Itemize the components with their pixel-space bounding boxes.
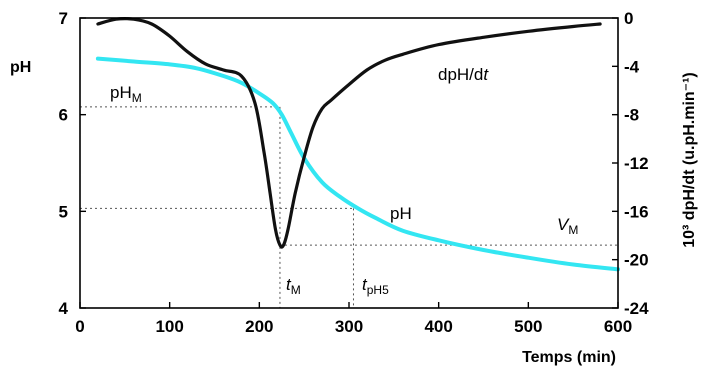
y-axis-label-left: pH bbox=[10, 59, 31, 76]
axis-ticks: 0 100 200 300 400 500 600 4 5 6 7 0 -4 -8 -12 -16 -20 -24 bbox=[59, 9, 650, 336]
y-left-tick-label: 5 bbox=[59, 202, 68, 221]
y-left-tick-label: 7 bbox=[59, 9, 68, 28]
annotation-dph-dt-main: dpH/d bbox=[438, 65, 483, 84]
series-dph-dt-line bbox=[96, 17, 602, 249]
y-axis-label-right: 10³ dpH/dt (u.pH.min⁻¹) bbox=[681, 72, 698, 248]
annotation-ph-m: pHM bbox=[110, 83, 142, 105]
annotation-t-m: tM bbox=[286, 275, 301, 297]
annotation-t-m-main: t bbox=[286, 275, 292, 294]
x-tick-label: 200 bbox=[245, 317, 273, 336]
annotation-t-ph5: tpH5 bbox=[362, 275, 389, 297]
x-tick-label: 300 bbox=[335, 317, 363, 336]
annotation-ph-m-main: pH bbox=[110, 83, 132, 102]
guide-lines bbox=[80, 106, 618, 308]
annotation-ph-m-sub: M bbox=[132, 91, 142, 105]
annotation-t-ph5-sub: pH5 bbox=[367, 283, 389, 297]
annotation-t-ph5-main: t bbox=[362, 275, 368, 294]
y-right-tick-label: -12 bbox=[624, 154, 649, 173]
y-right-tick-label: -4 bbox=[624, 57, 640, 76]
y-left-tick-label: 4 bbox=[59, 299, 69, 318]
annotation-ph-curve: pH bbox=[390, 204, 412, 223]
x-tick-label: 400 bbox=[424, 317, 452, 336]
annotation-v-m-main: V bbox=[557, 215, 570, 234]
axes-frame bbox=[79, 17, 619, 309]
x-tick-label: 0 bbox=[75, 317, 84, 336]
x-tick-label: 100 bbox=[155, 317, 183, 336]
y-right-tick-label: -20 bbox=[624, 251, 649, 270]
annotation-dph-dt: dpH/dt bbox=[438, 65, 489, 84]
x-axis-label: Temps (min) bbox=[522, 349, 616, 366]
annotation-t-m-sub: M bbox=[291, 283, 301, 297]
annotation-dph-dt-italic: t bbox=[483, 65, 489, 84]
x-tick-label: 600 bbox=[604, 317, 632, 336]
series-ph-line bbox=[95, 56, 620, 272]
y-right-tick-label: -8 bbox=[624, 106, 639, 125]
curves bbox=[95, 17, 620, 272]
x-tick-label: 500 bbox=[514, 317, 542, 336]
y-right-tick-label: -24 bbox=[624, 299, 649, 318]
y-left-tick-label: 6 bbox=[59, 106, 68, 125]
y-right-tick-label: -16 bbox=[624, 202, 649, 221]
annotation-v-m: VM bbox=[557, 215, 578, 237]
annotation-v-m-sub: M bbox=[568, 223, 578, 237]
y-right-tick-label: 0 bbox=[624, 9, 633, 28]
plot-frame bbox=[79, 17, 619, 309]
